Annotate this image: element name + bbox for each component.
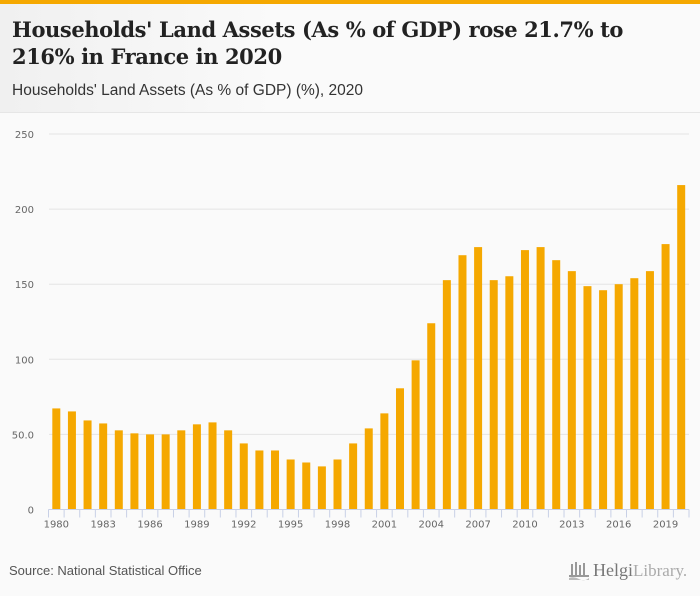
x-tick-label: 1989 <box>184 520 209 531</box>
x-tick-label: 2007 <box>465 520 490 531</box>
bar-2001 <box>380 413 389 510</box>
x-tick-label: 1998 <box>325 520 350 531</box>
bar-2010 <box>520 250 529 510</box>
bar-1996 <box>302 462 311 510</box>
bar-1998 <box>333 459 342 510</box>
bar-1985 <box>130 433 139 510</box>
logo-text: HelgiLibrary. <box>593 560 688 580</box>
bar-2003 <box>411 360 420 510</box>
chart-subtitle: Households' Land Assets (As % of GDP) (%… <box>12 82 364 99</box>
library-logo-icon <box>569 561 589 580</box>
x-tick-label: 1995 <box>278 520 303 531</box>
bar-2018 <box>645 271 654 510</box>
bar-1994 <box>271 450 280 510</box>
gridlines <box>49 133 689 435</box>
bar-1995 <box>286 459 295 510</box>
y-tick-label: 250 <box>15 130 34 141</box>
bar-2020 <box>677 185 686 510</box>
y-tick-label: 0 <box>28 506 34 517</box>
chart-title: Households' Land Assets (As % of GDP) ro… <box>12 17 624 69</box>
x-tick-label: 2004 <box>419 520 444 531</box>
y-tick-label: 100 <box>15 355 34 366</box>
x-tick-label: 1983 <box>90 520 115 531</box>
bar-2004 <box>427 323 436 510</box>
bar-2016 <box>614 284 623 510</box>
bar-1982 <box>83 420 92 510</box>
bar-1988 <box>177 430 186 510</box>
bar-2002 <box>395 388 404 510</box>
source-note: Source: National Statistical Office <box>9 563 202 578</box>
bar-2005 <box>442 280 451 510</box>
bar-2008 <box>489 280 498 510</box>
x-tick-label: 1980 <box>44 520 69 531</box>
bar-1989 <box>192 424 201 510</box>
bar-2000 <box>364 428 373 510</box>
bar-1986 <box>146 434 155 510</box>
bar-1987 <box>161 434 170 510</box>
bar-1981 <box>67 411 76 510</box>
bar-2009 <box>505 276 514 510</box>
x-axis: 1980 1983 1986 1989 1992 1995 1998 2001 2004 2007… <box>44 509 690 531</box>
x-tick-label: 2016 <box>606 520 631 531</box>
x-tick-label: 1992 <box>231 520 256 531</box>
y-tick-label: 200 <box>15 205 34 216</box>
helgi-library-logo[interactable]: HelgiLibrary. <box>568 560 687 581</box>
bar-2012 <box>552 260 561 510</box>
x-tick-label: 1986 <box>137 520 162 531</box>
x-tick-label: 2013 <box>559 520 584 531</box>
bar-1990 <box>208 422 217 510</box>
bar-2019 <box>661 244 670 510</box>
bar-1997 <box>317 466 326 510</box>
bars <box>52 185 686 510</box>
bar-1983 <box>99 423 108 510</box>
x-tick-label: 2019 <box>653 520 678 531</box>
bar-1992 <box>239 443 248 510</box>
y-axis-labels: 0 50.0 100 150 200 250 <box>12 130 34 517</box>
bar-1980 <box>52 408 61 510</box>
bar-2015 <box>599 290 608 510</box>
bar-1993 <box>255 450 264 510</box>
y-tick-label: 150 <box>15 280 34 291</box>
bar-2011 <box>536 247 545 510</box>
x-tick-label: 2010 <box>512 520 537 531</box>
bar-1999 <box>349 443 358 510</box>
bar-2013 <box>567 271 576 510</box>
accent-bar <box>0 0 700 4</box>
x-tick-label: 2001 <box>372 520 397 531</box>
y-tick-label: 50.0 <box>12 430 34 441</box>
bar-2017 <box>630 278 639 510</box>
chart-header: Households' Land Assets (As % of GDP) ro… <box>0 4 700 113</box>
bar-1984 <box>114 430 123 510</box>
bar-1991 <box>224 430 233 510</box>
bar-2014 <box>583 286 592 510</box>
bar-2007 <box>474 247 483 510</box>
bar-2006 <box>458 255 467 510</box>
